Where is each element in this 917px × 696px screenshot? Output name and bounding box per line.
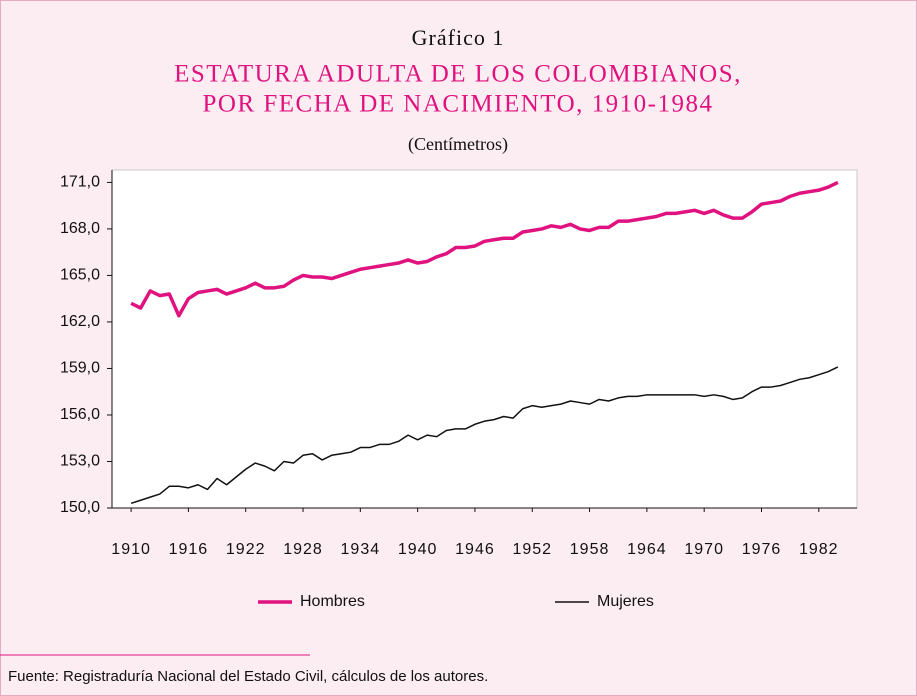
series-line (130, 180, 839, 318)
legend-label: Mujeres (597, 593, 654, 610)
y-tick-label: 159,0 (60, 360, 100, 377)
y-tick-label: 150,0 (60, 499, 100, 516)
y-tick-label: 162,0 (60, 313, 100, 330)
x-tick-label: 1970 (684, 541, 724, 558)
chart-label: Gráfico 1 (412, 25, 505, 50)
source-note: Fuente: Registraduría Nacional del Estad… (8, 668, 488, 685)
x-tick-label: 1922 (226, 541, 266, 558)
x-tick-label: 1982 (799, 541, 839, 558)
y-tick-label: 156,0 (60, 406, 100, 423)
y-tick-label: 171,0 (60, 174, 100, 191)
x-tick-label: 1916 (169, 541, 209, 558)
chart-title: ESTATURA ADULTA DE LOS COLOMBIANOS, (174, 61, 742, 88)
legend-label: Hombres (300, 593, 365, 610)
x-tick-label: 1964 (627, 541, 667, 558)
x-tick-label: 1940 (398, 541, 438, 558)
x-tick-label: 1958 (570, 541, 610, 558)
series-line (130, 366, 839, 505)
y-tick-label: 153,0 (60, 453, 100, 470)
y-tick-label: 165,0 (60, 267, 100, 284)
x-tick-label: 1946 (455, 541, 495, 558)
chart-subtitle: (Centímetros) (408, 134, 508, 155)
x-tick-label: 1910 (111, 541, 151, 558)
x-tick-label: 1934 (341, 541, 381, 558)
x-tick-label: 1952 (512, 541, 552, 558)
chart-title: POR FECHA DE NACIMIENTO, 1910-1984 (203, 91, 714, 118)
x-tick-label: 1976 (742, 541, 782, 558)
plot-area (111, 169, 858, 509)
x-tick-label: 1928 (283, 541, 323, 558)
y-tick-label: 168,0 (60, 220, 100, 237)
